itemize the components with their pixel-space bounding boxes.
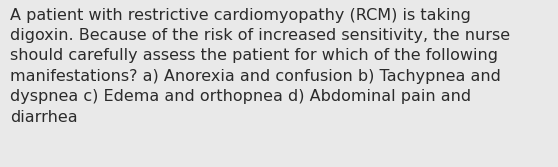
Text: A patient with restrictive cardiomyopathy (RCM) is taking
digoxin. Because of th: A patient with restrictive cardiomyopath… [10,8,510,125]
